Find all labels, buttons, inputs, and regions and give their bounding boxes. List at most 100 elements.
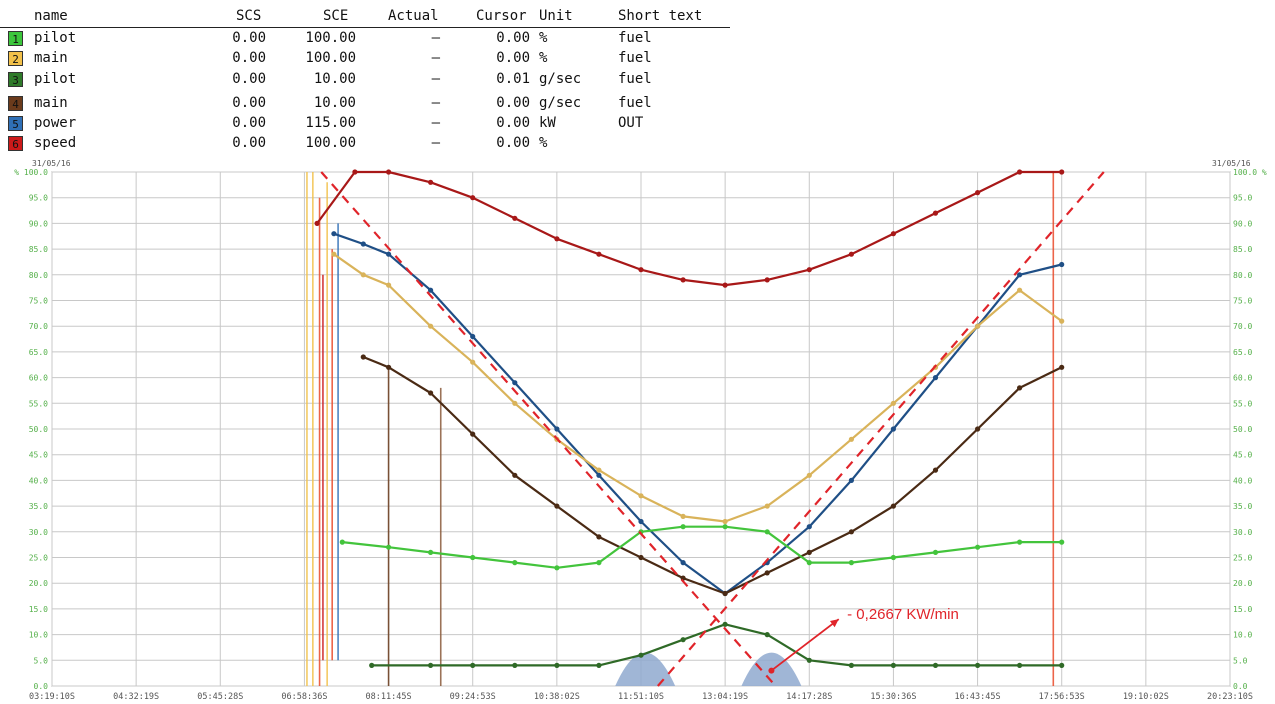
y-tick-label-right: 25.0 [1233,554,1252,563]
legend-header-sce: SCE [323,8,349,24]
data-point-pilot_gsec [1017,662,1023,669]
y-tick-label-right: 45.0 [1233,451,1252,460]
y-tick-label-right: 30.0 [1233,528,1252,537]
data-point-pilot_pct [848,560,855,566]
x-tick-label: 08:11:45S [366,692,412,702]
legend-cell-unit: g/sec [539,71,582,87]
legend-cell-cursor: 0.00 [496,95,530,111]
legend-cell-actual: – [431,50,440,66]
legend-cell-scs: 0.00 [232,115,266,131]
data-point-power [932,375,939,381]
legend-header-short-text: Short text [618,8,703,24]
legend-cell-short-text: OUT [618,115,644,131]
data-point-main_gsec [512,472,518,478]
data-point-power [331,231,337,237]
data-point-power [848,477,855,483]
data-point-pilot_gsec [806,657,812,663]
legend-row-speed[interactable]: 6 speed 0.00 100.00 – 0.00% [0,135,730,155]
y-tick-label-left: 35.0 [29,502,48,511]
data-point-main_pct [596,467,602,473]
legend-cell-cursor: 0.00 [496,50,530,66]
legend-cell-short-text: fuel [618,30,652,46]
legend-row-power[interactable]: 5 power 0.00 115.00 – 0.00 kW OUT [0,115,730,135]
x-tick-label: 19:10:02S [1123,692,1169,702]
legend-swatch: 1 [8,31,23,46]
data-point-power [680,560,686,566]
legend-cell-name: pilot [34,30,77,46]
legend-cell-unit: g/sec [539,95,582,111]
series-line-pilot_pct [342,525,1062,569]
data-point-pilot_gsec [722,621,728,627]
x-tick-label: 04:32:19S [113,692,159,702]
data-point-pilot_gsec [470,662,476,669]
x-tick-label: 15:30:36S [870,692,916,702]
x-tick-label: 06:58:36S [281,692,327,702]
data-point-speed [386,169,392,175]
y-tick-label-left: 80.0 [29,271,48,280]
y-tick-label-left: 90.0 [29,219,48,228]
data-point-main_pct [764,503,770,509]
legend-row-pilot[interactable]: 1 pilot 0.00 100.00 – 0.00% fuel [0,30,730,50]
legend-cell-unit: kW [539,115,556,131]
legend-cell-short-text: fuel [618,50,652,66]
legend-cell-name: speed [34,135,77,151]
data-point-speed [764,277,770,283]
legend-cell-scs: 0.00 [232,95,266,111]
legend-cell-scs: 0.00 [232,50,266,66]
legend-cell-name: power [34,115,77,131]
data-point-main_gsec [554,503,560,509]
data-point-power [1017,272,1023,278]
data-point-main_gsec [386,364,392,370]
legend-header-actual: Actual [388,8,439,24]
y-tick-label-right: 55.0 [1233,399,1252,408]
data-point-pilot_pct [1059,539,1065,545]
trend-line-up [656,171,1105,687]
legend-cell-scs: 0.00 [232,71,266,87]
data-point-speed [596,251,602,257]
x-tick-label: 09:24:53S [450,692,496,702]
data-point-main_gsec [764,570,770,576]
data-point-power [360,241,366,247]
data-point-pilot_gsec [680,637,686,643]
legend-cell-cursor: 0.00 [496,115,530,131]
legend-cell-cursor: 0.00 [496,30,530,46]
data-point-main_gsec [975,426,981,432]
legend-row-main[interactable]: 2 main 0.00 100.00 – 0.00% fuel [0,50,730,70]
y-tick-label-left: % 100.0 [14,168,48,177]
y-tick-label-right: 5.0 [1233,656,1248,665]
data-point-main_pct [638,493,644,499]
data-point-main_pct [428,323,434,329]
data-point-power [470,333,476,340]
annotation-dot [768,667,775,674]
legend-row-main[interactable]: 4 main 0.00 10.00 – 0.00 g/sec fuel [0,95,730,115]
data-point-power [806,524,812,530]
legend-header-cursor: Cursor [476,8,527,24]
y-tick-label-right: 15.0 [1233,605,1252,614]
data-point-pilot_pct [680,524,686,530]
data-point-pilot_pct [722,524,728,530]
legend-table: name SCS SCE Actual Cursor Unit Short te… [0,0,730,160]
legend-swatch: 5 [8,116,23,131]
y-tick-label-left: 75.0 [29,297,48,306]
data-point-pilot_pct [806,560,812,566]
legend-cell-actual: – [431,30,440,46]
legend-cell-cursor: 0.00 [496,135,530,151]
legend-cell-sce: 100.00 [305,135,356,151]
data-point-pilot_gsec [554,662,560,669]
legend-cell-actual: – [431,95,440,111]
legend-cell-sce: 10.00 [313,71,356,87]
y-tick-label-right: 65.0 [1233,348,1252,357]
data-point-speed [314,220,320,226]
data-point-speed [848,251,855,257]
x-tick-label: 16:43:45S [955,692,1001,702]
legend-cell-sce: 100.00 [305,50,356,66]
legend-header-unit: Unit [539,8,573,24]
data-point-main_pct [975,323,981,329]
data-point-main_pct [680,513,686,520]
legend-row-pilot[interactable]: 3 pilot 0.00 10.00 – 0.01 g/sec fuel [0,71,730,91]
annotation-arrowhead [829,619,839,628]
data-point-main_pct [512,400,518,406]
data-point-pilot_pct [764,529,770,535]
data-point-speed [932,210,939,216]
